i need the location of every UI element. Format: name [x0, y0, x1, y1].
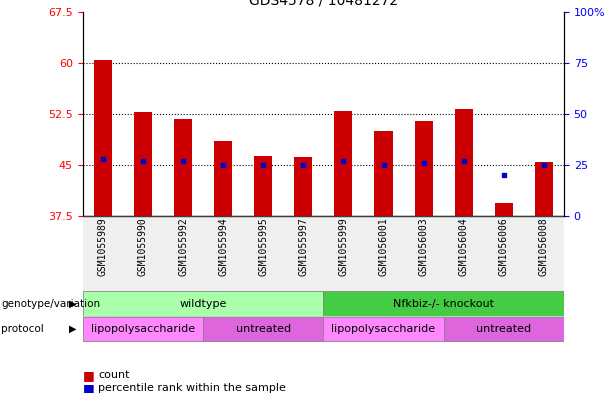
- Text: untreated: untreated: [476, 324, 531, 334]
- Text: ▶: ▶: [69, 324, 77, 334]
- Bar: [364, 216, 403, 291]
- Text: GSM1056004: GSM1056004: [459, 218, 469, 276]
- Bar: [524, 216, 564, 291]
- Bar: [134, 112, 152, 216]
- Bar: [324, 216, 364, 291]
- Bar: [214, 141, 232, 216]
- Bar: [334, 110, 352, 216]
- Text: lipopolysaccharide: lipopolysaccharide: [91, 324, 195, 334]
- Bar: [83, 317, 203, 342]
- Title: GDS4578 / 10481272: GDS4578 / 10481272: [249, 0, 398, 8]
- Text: GSM1055992: GSM1055992: [178, 218, 188, 276]
- Bar: [203, 216, 243, 291]
- Bar: [495, 202, 513, 216]
- Text: genotype/variation: genotype/variation: [1, 299, 101, 309]
- Bar: [324, 291, 564, 316]
- Bar: [163, 216, 203, 291]
- Text: GSM1055997: GSM1055997: [299, 218, 308, 276]
- Text: ■: ■: [83, 382, 99, 393]
- Bar: [414, 121, 433, 216]
- Text: GSM1056006: GSM1056006: [499, 218, 509, 276]
- Bar: [283, 216, 324, 291]
- Bar: [94, 60, 112, 216]
- Bar: [455, 109, 473, 216]
- Bar: [254, 156, 272, 216]
- Text: count: count: [98, 370, 129, 380]
- Bar: [174, 119, 192, 216]
- Text: GSM1055995: GSM1055995: [258, 218, 268, 276]
- Bar: [375, 131, 392, 216]
- Bar: [83, 216, 123, 291]
- Text: Nfkbiz-/- knockout: Nfkbiz-/- knockout: [393, 299, 494, 309]
- Text: GSM1056001: GSM1056001: [378, 218, 389, 276]
- Text: ▶: ▶: [69, 299, 77, 309]
- Bar: [294, 157, 313, 216]
- Bar: [123, 216, 163, 291]
- Text: untreated: untreated: [235, 324, 291, 334]
- Bar: [444, 216, 484, 291]
- Text: GSM1055994: GSM1055994: [218, 218, 228, 276]
- Bar: [203, 317, 324, 342]
- Bar: [535, 162, 553, 216]
- Text: percentile rank within the sample: percentile rank within the sample: [98, 383, 286, 393]
- Text: GSM1055999: GSM1055999: [338, 218, 348, 276]
- Text: GSM1056003: GSM1056003: [419, 218, 428, 276]
- Bar: [484, 216, 524, 291]
- Bar: [403, 216, 444, 291]
- Text: wildtype: wildtype: [180, 299, 227, 309]
- Text: GSM1056008: GSM1056008: [539, 218, 549, 276]
- Text: protocol: protocol: [1, 324, 44, 334]
- Bar: [243, 216, 283, 291]
- Text: lipopolysaccharide: lipopolysaccharide: [332, 324, 436, 334]
- Bar: [444, 317, 564, 342]
- Bar: [324, 317, 444, 342]
- Text: GSM1055990: GSM1055990: [138, 218, 148, 276]
- Text: ■: ■: [83, 369, 99, 382]
- Bar: [83, 291, 324, 316]
- Text: GSM1055989: GSM1055989: [98, 218, 108, 276]
